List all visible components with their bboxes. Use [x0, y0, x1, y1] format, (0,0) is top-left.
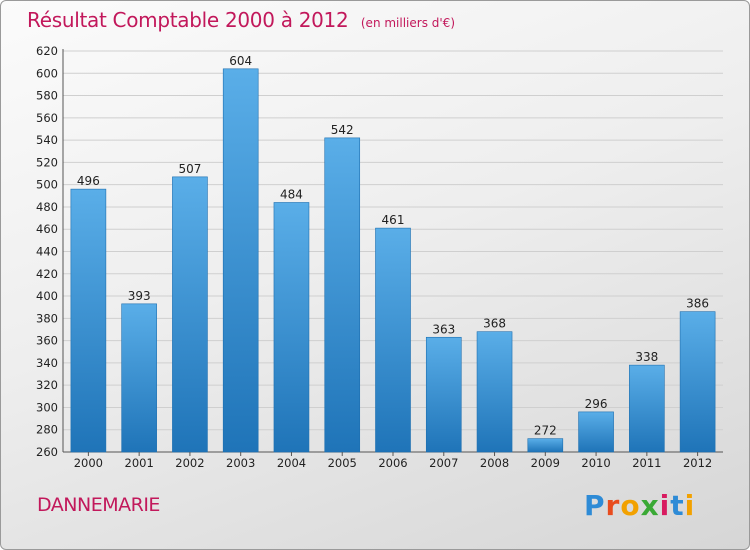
bar-value-label: 496: [77, 174, 100, 188]
y-tick-label: 540: [36, 133, 58, 147]
y-tick-label: 500: [36, 178, 58, 192]
logo-letter: i: [659, 489, 671, 522]
y-tick-label: 420: [36, 267, 58, 281]
y-tick-label: 520: [36, 155, 58, 169]
bar: [121, 303, 157, 453]
x-tick-label: 2008: [480, 456, 509, 470]
chart-header: Résultat Comptable 2000 à 2012 (en milli…: [27, 8, 455, 32]
bar: [70, 188, 107, 453]
bar-value-label: 507: [178, 162, 201, 176]
x-tick-label: 2001: [125, 456, 154, 470]
x-tick-label: 2000: [74, 456, 103, 470]
bar-value-label: 393: [128, 289, 151, 303]
bar: [273, 202, 310, 453]
bar: [679, 311, 716, 453]
y-tick-label: 480: [36, 200, 58, 214]
y-tick-label: 380: [36, 311, 58, 325]
bar-value-label: 296: [585, 397, 608, 411]
x-tick-label: 2006: [378, 456, 407, 470]
bar-value-label: 484: [280, 187, 303, 201]
logo-letter: P: [584, 489, 606, 522]
bar: [476, 331, 513, 453]
y-tick-label: 580: [36, 89, 58, 103]
bar: [578, 411, 614, 453]
y-tick-label: 260: [36, 445, 58, 459]
bar-value-label: 338: [635, 350, 658, 364]
bar: [425, 336, 462, 453]
x-tick-label: 2003: [226, 456, 255, 470]
logo-letter: t: [670, 489, 685, 522]
x-tick-label: 2009: [531, 456, 560, 470]
y-tick-label: 600: [36, 66, 58, 80]
bar: [324, 137, 361, 453]
chart-subtitle: (en milliers d'€): [360, 16, 455, 30]
x-tick-label: 2012: [683, 456, 712, 470]
bar: [222, 68, 259, 453]
bar-value-label: 363: [432, 322, 455, 336]
logo-letter: x: [640, 489, 660, 522]
logo-letter: i: [684, 489, 696, 522]
y-tick-label: 440: [36, 245, 58, 259]
bar-value-label: 604: [229, 54, 252, 68]
y-tick-label: 280: [36, 423, 58, 437]
bar-value-label: 368: [483, 317, 506, 331]
bar: [629, 364, 665, 453]
y-tick-label: 560: [36, 111, 58, 125]
bar: [375, 227, 411, 453]
y-tick-label: 340: [36, 356, 58, 370]
y-tick-label: 320: [36, 378, 58, 392]
x-tick-label: 2010: [581, 456, 610, 470]
y-tick-label: 300: [36, 400, 58, 414]
proxiti-logo: Proxiti: [584, 489, 695, 522]
y-tick-label: 620: [36, 44, 58, 58]
bar-value-label: 461: [382, 213, 405, 227]
y-tick-label: 400: [36, 289, 58, 303]
x-tick-label: 2007: [429, 456, 458, 470]
logo-letter: r: [605, 489, 621, 522]
place-name: DANNEMARIE: [37, 494, 160, 516]
x-tick-label: 2004: [277, 456, 306, 470]
bar: [172, 176, 208, 453]
x-tick-label: 2011: [632, 456, 661, 470]
bar: [527, 438, 564, 453]
chart-title: Résultat Comptable 2000 à 2012: [27, 8, 349, 32]
bar-value-label: 386: [686, 297, 709, 311]
y-tick-label: 460: [36, 222, 58, 236]
bar-value-label: 542: [331, 123, 354, 137]
y-tick-label: 360: [36, 334, 58, 348]
x-tick-label: 2002: [175, 456, 204, 470]
bar-value-label: 272: [534, 424, 557, 438]
logo-letter: o: [620, 489, 641, 522]
x-tick-label: 2005: [328, 456, 357, 470]
